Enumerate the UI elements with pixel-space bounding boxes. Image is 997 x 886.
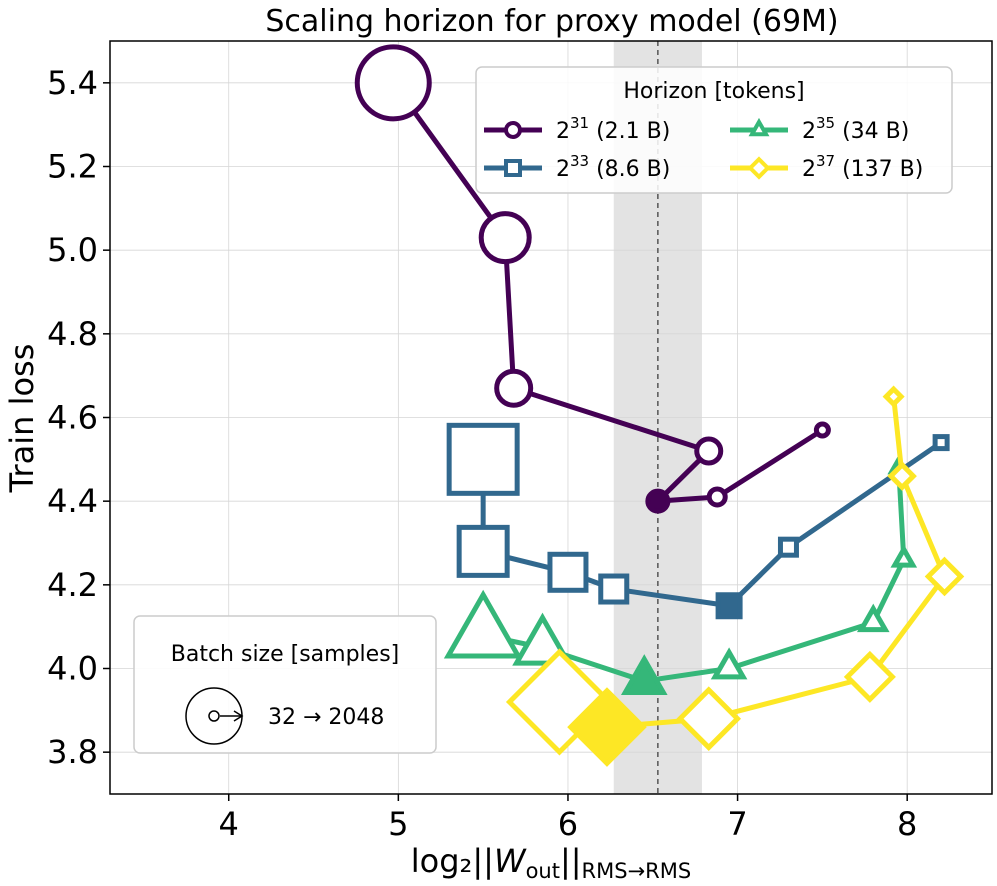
chart-title: Scaling horizon for proxy model (69M) — [265, 4, 838, 39]
data-point — [932, 434, 950, 452]
y-tick-label: 5.4 — [47, 64, 98, 102]
y-tick-label: 4.0 — [47, 650, 98, 688]
data-point — [710, 647, 748, 680]
x-tick-label: 7 — [727, 805, 747, 843]
legend-label: 233 (8.6 B) — [556, 152, 670, 182]
data-point — [887, 461, 917, 491]
data-point — [882, 385, 905, 408]
data-point — [856, 603, 890, 633]
data-point — [813, 421, 831, 439]
legend-label: 231 (2.1 B) — [556, 114, 670, 144]
y-axis-label: Train loss — [3, 344, 41, 494]
legend-entry: 233 (8.6 B) — [484, 152, 670, 182]
legend-square-icon — [504, 159, 522, 177]
data-point — [715, 592, 743, 620]
data-point — [676, 686, 742, 751]
y-tick-label: 4.6 — [47, 399, 98, 437]
y-tick-label: 3.8 — [47, 733, 98, 771]
series-layer — [354, 44, 965, 767]
legend-label: 237 (137 B) — [802, 152, 923, 182]
x-ticks: 4 5 6 7 8 — [219, 794, 917, 843]
y-tick-label: 4.4 — [47, 482, 98, 520]
data-point — [645, 488, 671, 514]
data-point — [843, 650, 896, 703]
data-point — [620, 654, 668, 695]
data-point — [924, 556, 965, 597]
data-point — [456, 524, 510, 578]
data-point — [547, 551, 589, 593]
y-ticks: 3.8 4.0 4.2 4.4 4.6 4.8 5.0 5.2 5.4 — [47, 64, 110, 771]
data-point — [494, 368, 534, 408]
data-point — [706, 486, 728, 508]
data-point — [567, 687, 647, 767]
size-small-circle-icon — [208, 710, 220, 722]
data-point — [443, 589, 523, 659]
horizon-legend: Horizon [tokens] 231 (2.1 B) 235 (34 B) 23… — [475, 66, 953, 194]
series-triangle — [443, 454, 918, 695]
data-point — [777, 536, 799, 558]
legend-title: Horizon [tokens] — [623, 79, 804, 104]
x-axis-label: log₂||Wout||RMS→RMS — [411, 842, 691, 883]
y-tick-label: 4.2 — [47, 566, 98, 604]
legend-entry: 237 (137 B) — [730, 152, 923, 182]
y-tick-label: 4.8 — [47, 315, 98, 353]
legend-diamond-icon — [747, 156, 771, 180]
x-tick-label: 5 — [388, 805, 408, 843]
data-point — [890, 544, 918, 568]
legend-circle-icon — [504, 121, 522, 139]
legend-triangle-icon — [748, 117, 770, 137]
batch-size-title: Batch size [samples] — [171, 642, 400, 667]
x-tick-label: 8 — [897, 805, 917, 843]
legend-entry: 231 (2.1 B) — [484, 114, 670, 144]
data-point — [446, 422, 520, 496]
legend-label: 235 (34 B) — [802, 114, 909, 144]
series-square — [446, 422, 950, 620]
size-arrowhead-icon — [233, 710, 244, 722]
x-tick-label: 4 — [219, 805, 239, 843]
series-circle — [354, 44, 831, 514]
x-tick-label: 6 — [558, 805, 578, 843]
batch-size-legend: Batch size [samples] 32 → 2048 — [133, 615, 437, 754]
series-diamond — [505, 385, 965, 767]
batch-size-label: 32 → 2048 — [268, 705, 384, 730]
y-tick-label: 5.0 — [47, 231, 98, 269]
data-point — [478, 211, 532, 265]
y-tick-label: 5.2 — [47, 148, 98, 186]
legend-entry: 235 (34 B) — [730, 114, 909, 144]
data-point — [354, 44, 432, 122]
data-point — [694, 436, 724, 466]
data-point — [512, 612, 573, 666]
data-point — [598, 573, 630, 605]
